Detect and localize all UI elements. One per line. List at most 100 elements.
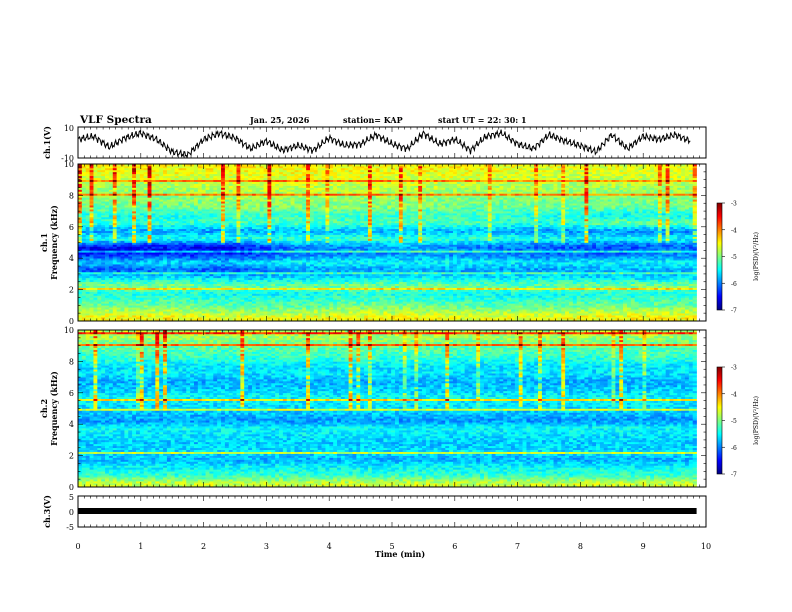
spectrogram-cell [186, 226, 191, 230]
spectrogram-cell [263, 165, 268, 169]
spectrogram-cell [139, 207, 145, 210]
spectrogram-cell [209, 305, 214, 308]
spectrogram-cell [248, 173, 253, 177]
spectrogram-cell [178, 258, 183, 261]
spectrogram-cell [89, 164, 94, 167]
spectrogram-cell [290, 207, 295, 210]
spectrogram-cell [217, 175, 222, 179]
spectrogram-cell [279, 169, 284, 173]
spectrogram-cell [294, 193, 299, 196]
spectrogram-cell [267, 181, 272, 184]
spectrogram-cell [101, 228, 106, 232]
spectrogram-cell [163, 189, 168, 192]
spectrogram-cell [251, 309, 257, 312]
spectrogram-cell [221, 165, 226, 169]
spectrogram-cell [174, 216, 179, 220]
spectrogram-cell [190, 319, 195, 322]
spectrogram-cell [151, 275, 156, 279]
spectrogram-cell [306, 216, 311, 220]
spectrogram-cell [267, 171, 272, 175]
spectrogram-cell [193, 165, 199, 169]
spectrogram-cell [170, 164, 175, 167]
spectrogram-cell [217, 185, 222, 188]
spectrogram-cell [132, 283, 137, 286]
spectrogram-cell [89, 273, 94, 277]
spectrogram-cell [282, 201, 288, 204]
spectrogram-cell [178, 279, 183, 283]
spectrogram-cell [294, 164, 299, 167]
spectrogram-cell [298, 268, 303, 271]
spectrogram-cell [132, 216, 137, 220]
spectrogram-cell [101, 197, 106, 200]
spectrogram-cell [155, 167, 160, 171]
spectrogram-cell [155, 287, 160, 290]
spectrogram-cell [209, 258, 214, 261]
spectrogram-cell [209, 177, 214, 180]
spectrogram-cell [236, 209, 241, 212]
spectrogram-cell [244, 185, 249, 188]
spectrogram-cell [209, 169, 214, 173]
spectrogram-cell [193, 315, 199, 318]
spectrogram-cell [151, 179, 156, 182]
spectrogram-cell [159, 285, 164, 288]
spectrogram-cell [170, 213, 175, 216]
spectrogram-cell [193, 195, 199, 198]
spectrogram-cell [135, 211, 141, 214]
spectrogram-cell [282, 224, 288, 228]
spectrogram-cell [286, 199, 291, 202]
spectrogram-cell [159, 319, 164, 322]
spectrogram-cell [190, 169, 195, 173]
spectrogram-cell [279, 275, 284, 279]
spectrogram-cell [170, 287, 175, 290]
spectrogram-cell [81, 254, 87, 257]
spectrogram-cell [290, 271, 295, 275]
spectrogram-cell [135, 260, 141, 263]
spectrogram-cell [163, 279, 168, 283]
spectrogram-cell [271, 167, 276, 171]
spectrogram-cell [166, 222, 172, 226]
spectrogram-cell [248, 179, 253, 182]
spectrogram-cell [271, 215, 276, 218]
spectrogram-cell [85, 234, 90, 237]
spectrogram-cell [306, 260, 311, 263]
spectrogram-cell [81, 305, 87, 308]
spectrogram-cell [302, 299, 307, 302]
spectrogram-cell [81, 319, 87, 322]
spectrogram-cell [244, 193, 249, 196]
spectrogram-cell [108, 220, 114, 224]
spectrogram-cell [275, 264, 280, 267]
spectrogram-cell [255, 248, 261, 251]
spectrogram-cell [217, 293, 222, 296]
spectrogram-cell [128, 222, 133, 226]
spectrogram-cell [105, 175, 110, 179]
spectrogram-cell [166, 285, 172, 288]
spectrogram-cell [97, 164, 102, 167]
spectrogram-cell [306, 207, 311, 210]
spectrogram-cell [255, 205, 261, 208]
spectrogram-cell [201, 262, 206, 265]
spectrogram-cell [116, 177, 121, 180]
spectrogram-cell [193, 234, 199, 237]
spectrogram-cell [108, 281, 114, 285]
spectrogram-cell [170, 234, 175, 237]
spectrogram-cell [267, 218, 272, 222]
spectrogram-cell [271, 293, 276, 296]
spectrogram-cell [251, 201, 257, 204]
spectrogram-cell [244, 271, 249, 275]
spectrogram-cell [116, 175, 121, 179]
spectrogram-cell [190, 193, 195, 196]
spectrogram-cell [112, 201, 117, 204]
spectrogram-cell [147, 281, 152, 285]
spectrogram-cell [174, 211, 179, 214]
spectrogram-cell [275, 185, 280, 188]
spectrogram-cell [120, 252, 125, 255]
spectrogram-cell [275, 171, 280, 175]
spectrogram-cell [178, 248, 183, 251]
spectrogram-cell [205, 232, 210, 235]
spectrogram-cell [108, 240, 114, 243]
spectrogram-cell [124, 197, 129, 200]
spectrogram-cell [93, 281, 98, 285]
spectrogram-cell [197, 319, 203, 322]
spectrogram-cell [282, 309, 288, 312]
spectrogram-cell [205, 307, 210, 310]
